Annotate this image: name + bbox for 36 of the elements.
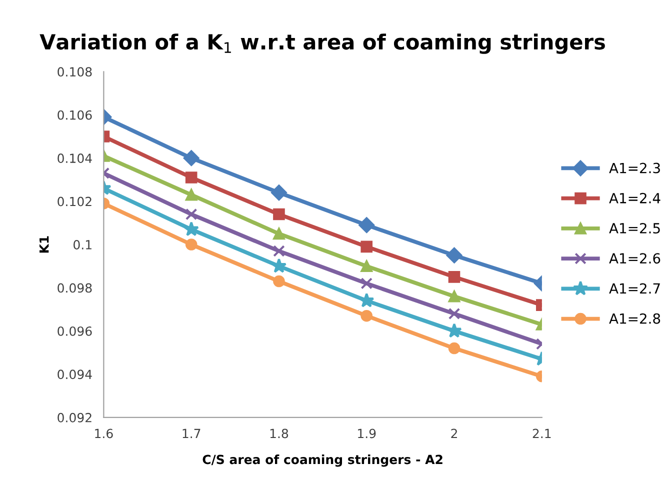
x-tick-label: 1.6 [95,428,113,438]
legend-label: A1=2.5 [609,223,660,234]
point [360,240,373,253]
y-tick-label: 0.092 [58,412,92,422]
y-tick-label: 0.096 [58,326,92,336]
y-tick-label: 0.098 [58,283,92,293]
point [360,278,373,290]
legend-label: A1=2.4 [609,192,660,204]
x-tick-label: 1.7 [182,428,200,438]
x-tick-label: 2.1 [532,428,551,438]
y-tick-label: 0.108 [58,67,92,77]
legend-label: A1=2.7 [609,283,660,294]
point [360,310,373,322]
x-tick-label: 2 [451,428,457,438]
point [271,258,287,273]
legend-label: A1=2.8 [609,313,660,324]
y-tick-label: 0.1 [74,240,92,250]
x-tick-label: 1.8 [270,428,288,438]
chart-title: Variation of a K$_{1}$ w.r.t area of coaming stringers [40,34,605,54]
legend-label: A1=2.6 [609,253,660,264]
x-tick-label: 1.9 [358,428,376,438]
y-tick-label: 0.106 [58,110,92,120]
y-axis-title: K1 [40,236,49,253]
point [273,208,285,220]
point [358,292,374,308]
point [273,228,285,240]
point [273,245,285,257]
point [271,184,287,201]
point [273,275,285,288]
point [358,217,375,233]
y-tick-label: 0.104 [58,154,92,164]
x-axis-title: C/S area of coaming stringers - A2 [202,454,442,467]
y-tick-label: 0.094 [58,370,92,380]
point [360,260,373,272]
legend-label: A1=2.3 [609,162,660,174]
y-tick-label: 0.102 [58,196,92,206]
